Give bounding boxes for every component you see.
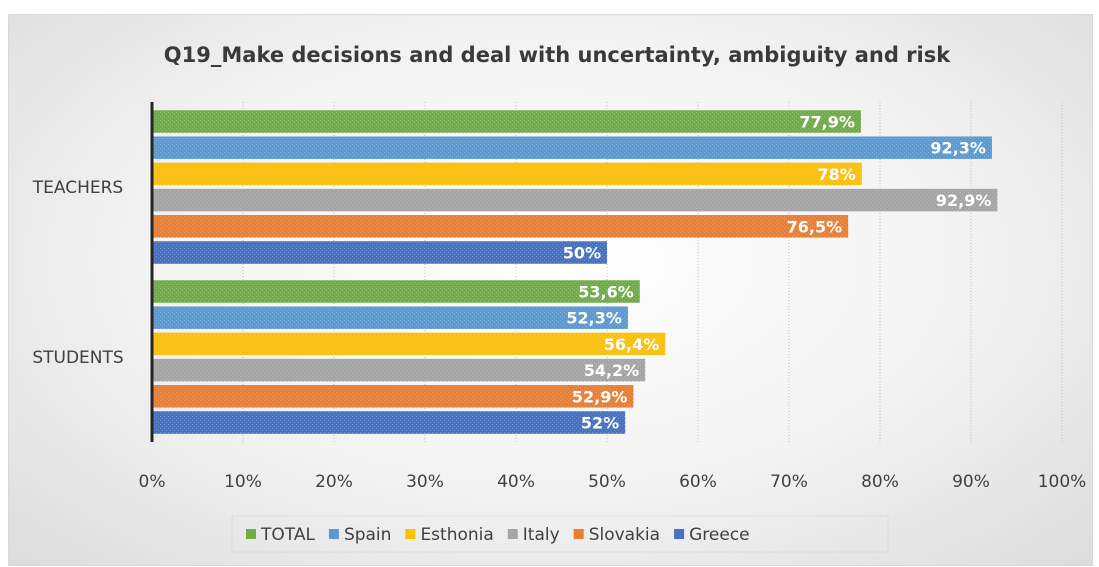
bar-texture [152,215,849,238]
bar-texture [152,188,998,212]
bar-texture [152,280,640,303]
bar-texture [152,162,862,186]
legend-swatch [674,529,685,539]
legend-label: Esthonia [420,525,493,545]
x-tick-label: 90% [952,472,990,492]
data-label: 54,2% [584,361,640,380]
x-tick-label: 60% [679,472,717,492]
legend-label: TOTAL [260,525,315,545]
legend-label: Italy [523,525,560,545]
bar-texture [152,332,666,356]
x-tick-label: 40% [497,472,535,492]
legend-label: Spain [344,525,392,545]
bar-texture [152,241,607,264]
legend-swatch [405,529,416,539]
bar-texture [152,358,646,382]
legend-label: Slovakia [589,525,660,545]
x-tick-label: 50% [588,472,626,492]
x-tick-label: 20% [315,472,353,492]
legend-box [231,515,889,553]
data-label: 52,9% [572,387,628,406]
data-label: 52,3% [566,309,622,328]
category-label: STUDENTS [32,348,123,368]
chart-title: Q19_Make decisions and deal with uncerta… [164,43,951,67]
data-label: 52% [581,414,619,433]
bar-texture [152,136,992,159]
data-label: 50% [563,244,601,263]
x-tick-label: 70% [770,472,808,492]
data-label: 78% [818,165,856,184]
legend-label: Greece [689,525,750,545]
legend-swatch [246,529,256,539]
data-label: 92,9% [936,191,992,210]
x-tick-label: 80% [861,472,899,492]
data-label: 92,3% [930,139,986,158]
x-tick-label: 30% [406,472,444,492]
bar-texture [152,306,628,329]
x-tick-label: 0% [139,472,166,492]
x-tick-label: 10% [224,472,262,492]
data-label: 56,4% [604,335,660,354]
legend-swatch [328,529,339,539]
data-label: 77,9% [799,113,855,132]
bar-texture [152,110,861,133]
data-label: 53,6% [578,283,634,302]
category-label: TEACHERS [32,178,123,198]
bar-texture [152,385,634,408]
data-label: 76,5% [787,217,843,236]
legend-swatch [573,529,584,539]
bar-texture [152,411,626,434]
legend-swatch [507,529,518,539]
x-tick-label: 100% [1038,472,1087,492]
